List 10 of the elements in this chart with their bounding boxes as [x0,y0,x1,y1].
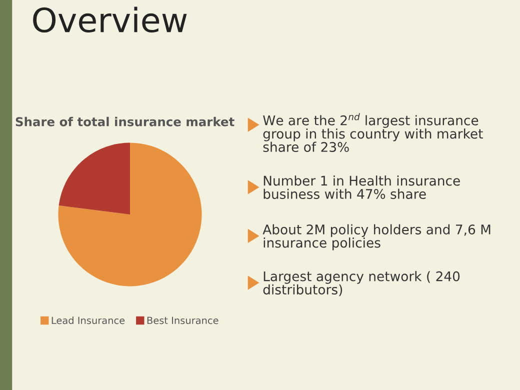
pie-slice [58,142,202,286]
chart-title: Share of total insurance market [16,116,234,126]
text: We are the 2$^{nd}$ largest insurance group in this country with market share of 23% [263,113,483,152]
text: Overview [33,6,187,33]
text: Number 1 in Health insurance business with 47% share [264,176,460,199]
legend-label: Best Insurance [147,316,218,324]
text: Largest agency network ( 240 distributors) [263,271,460,296]
text: About 2M policy holders and 7,6 M insurance policies [262,224,490,250]
legend-label: Lead Insurance [52,316,125,324]
pie-slice [58,142,130,214]
